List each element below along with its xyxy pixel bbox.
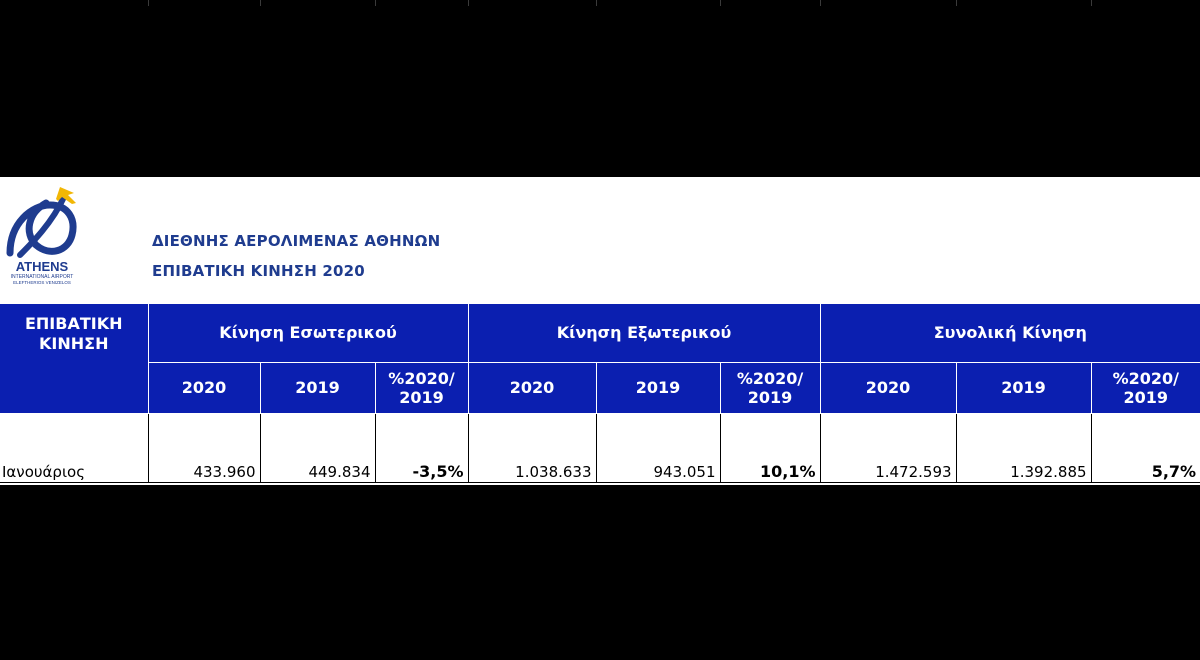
logo-wordmark: ATHENS xyxy=(16,259,69,274)
corner-label-line1: ΕΠΙΒΑΤΙΚΗ xyxy=(24,314,123,333)
total-2020-header: 2020 xyxy=(820,362,957,414)
international-2019-header: 2019 xyxy=(596,362,721,414)
total-2019-header: 2019 xyxy=(956,362,1092,414)
domestic-2020-cell[interactable]: 433.960 xyxy=(148,413,261,483)
group-header-domestic: Κίνηση Εσωτερικού xyxy=(148,304,469,363)
domestic-pct-cell[interactable]: -3,5% xyxy=(375,413,469,483)
corner-header-cell: ΕΠΙΒΑΤΙΚΗ ΚΙΝΗΣΗ xyxy=(0,304,149,414)
passenger-traffic-table: ΕΠΙΒΑΤΙΚΗ ΚΙΝΗΣΗ Κίνηση Εσωτερικού Κίνησ… xyxy=(0,304,1200,483)
corner-label-line2: ΚΙΝΗΣΗ xyxy=(39,334,109,353)
report-subtitle: ΕΠΙΒΑΤΙΚΗ ΚΙΝΗΣΗ 2020 xyxy=(152,262,365,280)
table-row: Ιανουάριος 433.960 449.834 -3,5% 1.038.6… xyxy=(0,413,1200,483)
total-2019-cell[interactable]: 1.392.885 xyxy=(956,413,1092,483)
logo-subtext-1: INTERNATIONAL AIRPORT xyxy=(11,274,74,280)
group-header-row: ΕΠΙΒΑΤΙΚΗ ΚΙΝΗΣΗ Κίνηση Εσωτερικού Κίνησ… xyxy=(0,304,1200,414)
total-pct-header: %2020/2019 xyxy=(1091,362,1200,414)
report-title: ΔΙΕΘΝΗΣ ΑΕΡΟΛΙΜΕΝΑΣ ΑΘΗΝΩΝ xyxy=(152,232,441,250)
spreadsheet-sheet: ATHENS INTERNATIONAL AIRPORT ELEFTHERIOS… xyxy=(0,177,1200,485)
top-gridline-strip xyxy=(0,0,1200,6)
international-2019-cell[interactable]: 943.051 xyxy=(596,413,721,483)
month-cell[interactable]: Ιανουάριος xyxy=(0,413,149,483)
domestic-pct-header: %2020/2019 xyxy=(375,362,469,414)
total-2020-cell[interactable]: 1.472.593 xyxy=(820,413,957,483)
international-2020-header: 2020 xyxy=(468,362,597,414)
international-2020-cell[interactable]: 1.038.633 xyxy=(468,413,597,483)
international-pct-cell[interactable]: 10,1% xyxy=(720,413,821,483)
domestic-2019-header: 2019 xyxy=(260,362,376,414)
athens-airport-logo: ATHENS INTERNATIONAL AIRPORT ELEFTHERIOS… xyxy=(2,183,82,287)
domestic-2019-cell[interactable]: 449.834 xyxy=(260,413,376,483)
sub-header-row: 2020 2019 %2020/2019 2020 2019 %2020/201… xyxy=(0,362,1200,414)
total-pct-cell[interactable]: 5,7% xyxy=(1091,413,1200,483)
group-header-international: Κίνηση Εξωτερικού xyxy=(468,304,821,363)
domestic-2020-header: 2020 xyxy=(148,362,261,414)
group-header-total: Συνολική Κίνηση xyxy=(820,304,1200,363)
international-pct-header: %2020/2019 xyxy=(720,362,821,414)
logo-subtext-2: ELEFTHERIOS VENIZELOS xyxy=(13,280,71,285)
